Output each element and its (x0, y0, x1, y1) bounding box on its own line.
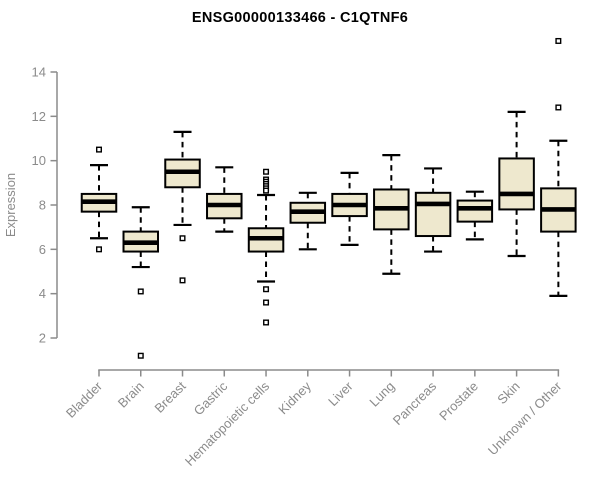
y-tick-label: 4 (39, 286, 46, 301)
box-group (414, 167, 452, 253)
x-tick-label: Bladder (63, 378, 106, 421)
iqr-box (414, 191, 452, 238)
x-tick-label: Prostate (436, 379, 481, 424)
outlier-point (263, 168, 270, 175)
box-group (122, 206, 160, 359)
y-tick-label: 2 (39, 331, 46, 346)
iqr-box (498, 157, 535, 211)
iqr-box (456, 199, 494, 223)
outlier-point (95, 246, 102, 253)
box-group (540, 37, 577, 297)
x-tick-label: Brain (115, 379, 147, 411)
x-tick-label: Liver (325, 378, 356, 409)
box-group (247, 168, 285, 326)
outlier-point (555, 37, 562, 44)
box-group (331, 171, 368, 247)
box-group (164, 130, 201, 284)
outlier-point (179, 277, 186, 284)
x-tick-label: Lung (366, 379, 397, 410)
outlier-point (137, 288, 144, 295)
outlier-point (263, 299, 270, 306)
x-tick-label: Gastric (191, 378, 231, 418)
y-tick-label: 8 (39, 198, 46, 213)
x-tick-label: Breast (151, 378, 188, 415)
x-tick-label: Unknown / Other (485, 378, 565, 458)
box-group (373, 154, 410, 275)
outlier-point (179, 235, 186, 242)
x-tick-label: Pancreas (390, 378, 440, 428)
y-axis-title: Expression (3, 173, 18, 237)
box-group (456, 190, 494, 241)
y-tick-label: 14 (32, 65, 46, 80)
y-tick-label: 6 (39, 242, 46, 257)
outlier-point (263, 286, 270, 293)
box-group (80, 146, 118, 253)
x-tick-label: Kidney (275, 378, 314, 417)
plot-area (80, 37, 577, 359)
x-tick-label: Skin (494, 379, 522, 407)
outlier-point (137, 352, 144, 359)
outlier-point (95, 146, 102, 153)
y-tick-label: 12 (32, 109, 46, 124)
outlier-point (555, 104, 562, 111)
box-group (206, 166, 243, 233)
box-group (289, 191, 327, 251)
box-group (498, 110, 535, 258)
chart-title: ENSG00000133466 - C1QTNF6 (192, 10, 408, 26)
outlier-point (263, 187, 270, 194)
outlier-point (263, 319, 270, 326)
y-tick-label: 10 (32, 153, 46, 168)
